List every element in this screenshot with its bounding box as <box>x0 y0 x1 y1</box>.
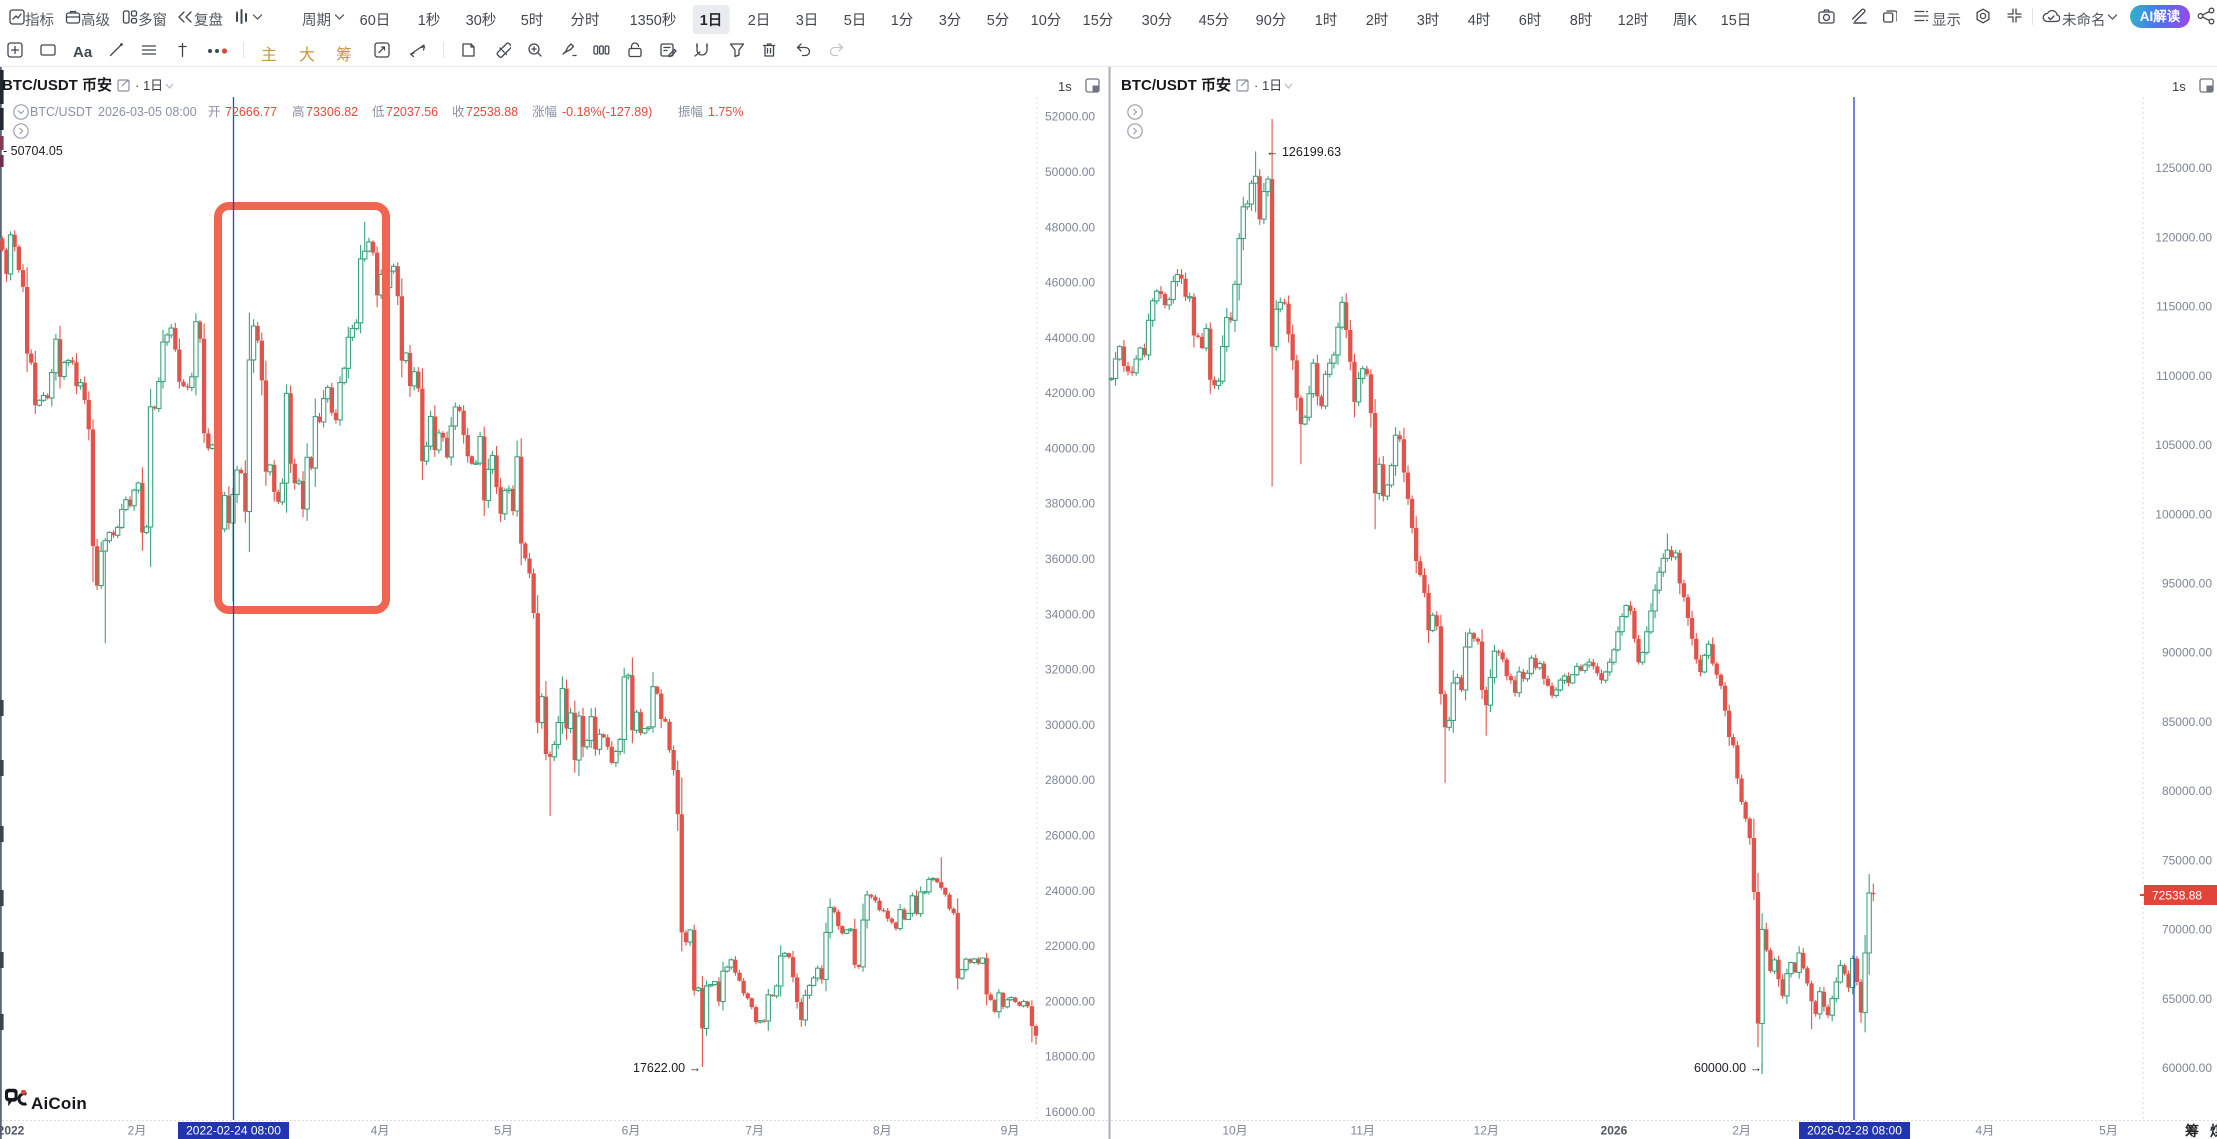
svg-text:煤: 煤 <box>2210 1123 2217 1139</box>
svg-text:38000.00: 38000.00 <box>1045 497 1095 511</box>
svg-text:26000.00: 26000.00 <box>1045 829 1095 843</box>
svg-text:1s: 1s <box>1058 79 1072 94</box>
svg-text:筹: 筹 <box>2185 1123 2199 1139</box>
svg-text:34000.00: 34000.00 <box>1045 607 1095 621</box>
svg-text:46000.00: 46000.00 <box>1045 276 1095 290</box>
svg-text:7月: 7月 <box>745 1124 764 1138</box>
svg-text:4月: 4月 <box>371 1124 390 1138</box>
svg-text:12月: 12月 <box>1474 1124 1499 1138</box>
svg-text:2026-03-05 08:00: 2026-03-05 08:00 <box>98 105 197 119</box>
svg-text:-0.18%(-127.89): -0.18%(-127.89) <box>562 105 652 119</box>
svg-text:70000.00: 70000.00 <box>2162 923 2212 937</box>
svg-text:20000.00: 20000.00 <box>1045 994 1095 1008</box>
svg-text:5月: 5月 <box>494 1124 513 1138</box>
svg-text:72037.56: 72037.56 <box>386 105 438 119</box>
svg-text:80000.00: 80000.00 <box>2162 784 2212 798</box>
svg-text:AiCoin: AiCoin <box>31 1094 87 1113</box>
svg-text:高: 高 <box>292 104 305 119</box>
svg-text:涨幅: 涨幅 <box>532 104 557 119</box>
svg-text:2月: 2月 <box>128 1124 147 1138</box>
svg-text:95000.00: 95000.00 <box>2162 577 2212 591</box>
svg-text:· 1日: · 1日 <box>135 78 163 93</box>
svg-text:73306.82: 73306.82 <box>306 105 358 119</box>
svg-text:2026: 2026 <box>1601 1124 1628 1138</box>
svg-text:4月: 4月 <box>1976 1124 1995 1138</box>
svg-text:BTC/USDT 币安: BTC/USDT 币安 <box>2 76 112 94</box>
svg-text:1s: 1s <box>2172 79 2186 94</box>
svg-text:105000.00: 105000.00 <box>2155 438 2212 452</box>
svg-text:32000.00: 32000.00 <box>1045 663 1095 677</box>
svg-text:72666.77: 72666.77 <box>225 105 277 119</box>
svg-text:120000.00: 120000.00 <box>2155 230 2212 244</box>
svg-text:2022: 2022 <box>0 1124 25 1138</box>
svg-text:28000.00: 28000.00 <box>1045 773 1095 787</box>
svg-text:72538.88: 72538.88 <box>466 105 518 119</box>
svg-text:1.75%: 1.75% <box>708 105 743 119</box>
svg-text:72538.88: 72538.88 <box>2152 889 2202 903</box>
svg-text:65000.00: 65000.00 <box>2162 992 2212 1006</box>
svg-text:17622.00 →: 17622.00 → <box>633 1061 701 1075</box>
svg-text:40000.00: 40000.00 <box>1045 441 1095 455</box>
svg-text:115000.00: 115000.00 <box>2156 300 2212 314</box>
svg-text:- 50704.05: - 50704.05 <box>3 144 63 158</box>
svg-text:开: 开 <box>208 105 221 119</box>
svg-text:30000.00: 30000.00 <box>1045 718 1095 732</box>
svg-text:42000.00: 42000.00 <box>1045 386 1095 400</box>
svg-text:60000.00 →: 60000.00 → <box>1694 1061 1762 1075</box>
svg-text:16000.00: 16000.00 <box>1045 1105 1095 1119</box>
svg-text:2月: 2月 <box>1732 1124 1751 1138</box>
svg-text:8月: 8月 <box>873 1124 892 1138</box>
svg-text:收: 收 <box>452 105 465 119</box>
svg-text:90000.00: 90000.00 <box>2162 646 2212 660</box>
svg-text:18000.00: 18000.00 <box>1045 1050 1095 1064</box>
svg-text:125000.00: 125000.00 <box>2155 161 2212 175</box>
svg-text:9月: 9月 <box>1001 1124 1020 1138</box>
svg-text:6月: 6月 <box>622 1124 641 1138</box>
svg-text:48000.00: 48000.00 <box>1045 220 1095 234</box>
svg-text:85000.00: 85000.00 <box>2162 715 2212 729</box>
svg-text:50000.00: 50000.00 <box>1045 165 1095 179</box>
svg-text:100000.00: 100000.00 <box>2155 507 2212 521</box>
svg-text:振幅: 振幅 <box>678 104 703 119</box>
svg-text:24000.00: 24000.00 <box>1045 884 1095 898</box>
svg-text:75000.00: 75000.00 <box>2162 853 2212 867</box>
svg-text:BTC/USDT: BTC/USDT <box>30 105 93 119</box>
svg-text:← 126199.63: ← 126199.63 <box>1266 145 1341 159</box>
svg-text:60000.00: 60000.00 <box>2162 1061 2212 1075</box>
svg-text:BTC/USDT 币安: BTC/USDT 币安 <box>1121 76 1231 94</box>
svg-text:2026-02-28 08:00: 2026-02-28 08:00 <box>1807 1124 1902 1138</box>
svg-text:22000.00: 22000.00 <box>1045 939 1095 953</box>
svg-text:110000.00: 110000.00 <box>2156 369 2212 383</box>
svg-text:11月: 11月 <box>1350 1124 1374 1138</box>
svg-text:5月: 5月 <box>2099 1124 2118 1138</box>
svg-text:36000.00: 36000.00 <box>1045 552 1095 566</box>
svg-text:2022-02-24 08:00: 2022-02-24 08:00 <box>186 1124 281 1138</box>
svg-text:低: 低 <box>372 105 385 119</box>
svg-text:10月: 10月 <box>1222 1124 1247 1138</box>
svg-text:44000.00: 44000.00 <box>1045 331 1095 345</box>
svg-text:· 1日: · 1日 <box>1254 78 1282 93</box>
svg-text:52000.00: 52000.00 <box>1045 110 1095 124</box>
